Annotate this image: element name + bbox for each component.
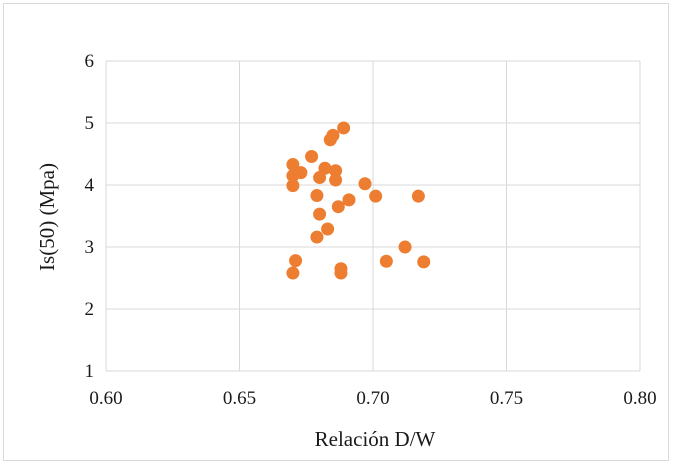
data-point <box>313 207 327 221</box>
data-point <box>321 222 335 236</box>
x-tick-labels: 0.60 0.65 0.70 0.75 0.80 <box>89 388 656 409</box>
x-tick-label: 0.75 <box>490 388 523 409</box>
data-point <box>379 254 393 268</box>
x-tick-label: 0.65 <box>223 388 256 409</box>
data-point <box>337 121 351 135</box>
x-tick-label: 0.60 <box>89 388 122 409</box>
data-point <box>398 240 412 254</box>
x-tick-label: 0.80 <box>623 388 656 409</box>
y-tick-label: 6 <box>85 51 95 72</box>
data-point <box>286 266 300 280</box>
data-point <box>417 255 431 269</box>
data-points <box>286 121 431 280</box>
y-tick-label: 4 <box>85 175 95 196</box>
y-axis-title: Is(50) (Mpa) <box>35 163 59 271</box>
data-point <box>331 200 345 214</box>
x-axis-title: Relación D/W <box>315 427 436 451</box>
y-tick-label: 2 <box>85 299 95 320</box>
data-point <box>342 193 356 207</box>
data-point <box>329 164 343 178</box>
y-tick-label: 1 <box>85 361 95 382</box>
data-point <box>310 230 324 244</box>
y-tick-label: 3 <box>85 237 95 258</box>
data-point <box>411 189 425 203</box>
data-point <box>313 171 327 185</box>
data-point <box>305 149 319 163</box>
data-point <box>329 173 343 187</box>
x-tick-label: 0.70 <box>356 388 389 409</box>
data-point <box>310 189 324 203</box>
y-tick-labels: 1 2 3 4 5 6 <box>85 51 95 382</box>
data-point <box>369 189 383 203</box>
chart-frame <box>3 3 669 461</box>
data-point <box>326 128 340 142</box>
horizontal-gridlines <box>106 60 640 372</box>
data-point <box>294 166 308 180</box>
vertical-gridlines <box>105 61 641 371</box>
data-point <box>286 179 300 193</box>
y-tick-label: 5 <box>85 113 95 134</box>
data-point <box>286 158 300 172</box>
data-point <box>358 177 372 191</box>
data-point <box>289 254 303 268</box>
data-point <box>334 266 348 280</box>
